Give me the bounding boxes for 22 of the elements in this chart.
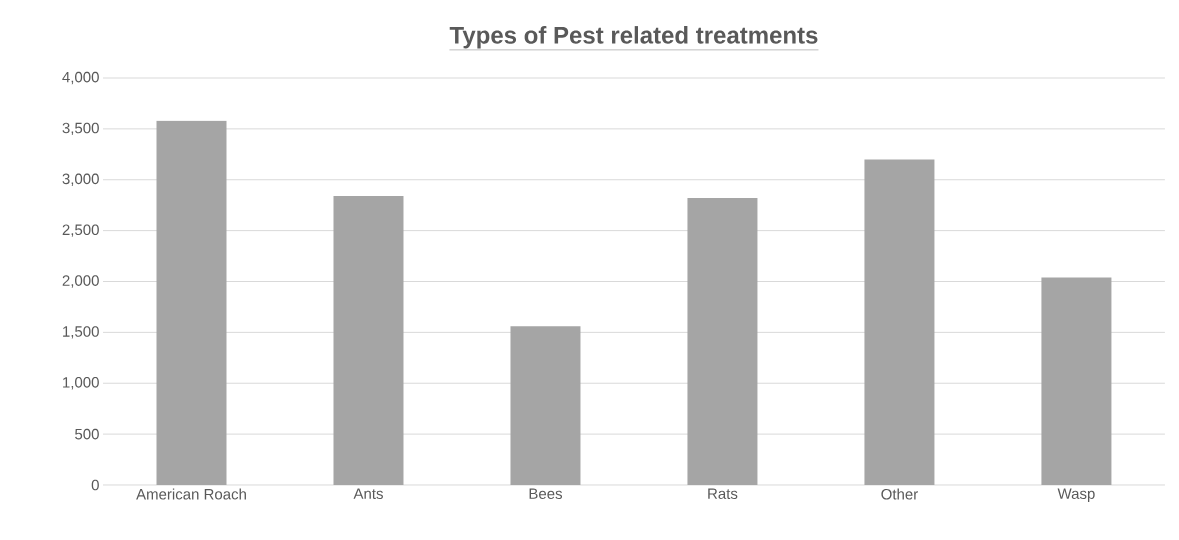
y-tick-label: 2,500 <box>62 224 99 237</box>
bar <box>1041 277 1112 485</box>
x-tick-label: American Roach <box>136 488 246 500</box>
x-tick-label: Rats <box>708 488 738 499</box>
chart-title: Types of Pest related treatments <box>449 26 818 49</box>
bar <box>333 196 404 485</box>
x-tick-label: Other <box>881 488 918 500</box>
y-tick-label: 1,000 <box>63 377 99 390</box>
x-tick-label: Bees <box>529 488 563 499</box>
bar <box>864 159 935 485</box>
y-tick-label: 1,500 <box>63 326 99 339</box>
y-tick-label: 2,000 <box>62 275 99 288</box>
y-tick-label: 3,000 <box>62 173 99 186</box>
x-tick-label: Wasp <box>1057 488 1095 502</box>
bar <box>156 120 227 485</box>
y-tick-label: 500 <box>75 428 99 440</box>
bar <box>687 198 758 485</box>
bar <box>510 326 581 485</box>
y-tick-label: 3,500 <box>62 122 99 136</box>
y-tick-label: 4,000 <box>62 71 99 85</box>
x-tick-label: Ants <box>353 488 383 499</box>
y-tick-label: 0 <box>91 479 99 491</box>
